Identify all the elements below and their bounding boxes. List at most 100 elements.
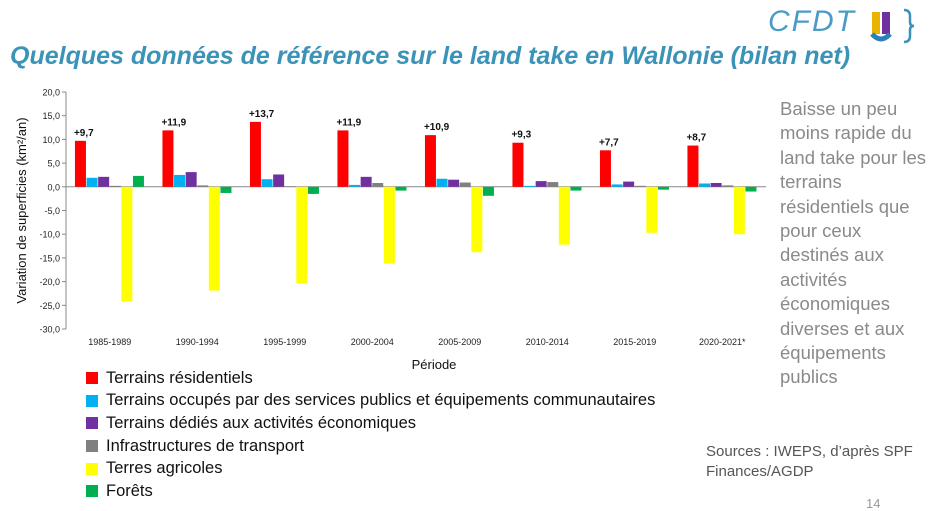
bar-5-5 bbox=[471, 186, 483, 253]
bar-1-1 bbox=[74, 140, 86, 187]
bar-6-8 bbox=[745, 186, 757, 192]
bar-5-4 bbox=[383, 186, 395, 264]
legend-label: Forêts bbox=[106, 481, 153, 500]
data-label: +10,9 bbox=[424, 122, 450, 133]
legend-label: Terrains résidentiels bbox=[106, 368, 253, 387]
legend-label: Terrains dédiés aux activités économique… bbox=[106, 413, 416, 432]
legend-item: Terrains occupés par des services public… bbox=[86, 390, 655, 413]
x-axis-label: Période bbox=[412, 357, 457, 372]
data-label: +7,7 bbox=[599, 137, 619, 148]
bar-3-6 bbox=[535, 181, 547, 187]
x-tick-label: 2020-2021* bbox=[699, 337, 746, 347]
bar-5-2 bbox=[208, 186, 220, 291]
bar-6-3 bbox=[307, 186, 319, 194]
bar-3-1 bbox=[98, 176, 110, 187]
bar-6-5 bbox=[482, 186, 494, 196]
bar-1-8 bbox=[687, 145, 699, 187]
y-tick-label: -15,0 bbox=[39, 253, 60, 263]
legend-swatch bbox=[86, 462, 98, 475]
bar-4-2 bbox=[197, 185, 209, 187]
x-tick-label: 2015-2019 bbox=[613, 337, 656, 347]
bar-2-5 bbox=[436, 178, 448, 187]
legend-item: Forêts bbox=[86, 480, 655, 503]
y-tick-label: -30,0 bbox=[39, 325, 60, 335]
data-label: +11,9 bbox=[161, 117, 186, 128]
bar-5-1 bbox=[121, 186, 133, 302]
y-tick-label: -5,0 bbox=[44, 206, 60, 216]
bar-3-3 bbox=[273, 174, 285, 187]
bar-3-4 bbox=[360, 176, 372, 187]
sources-note: Sources : IWEPS, d’après SPF Finances/AG… bbox=[706, 443, 913, 480]
data-label: +9,3 bbox=[511, 130, 531, 141]
x-tick-label: 1995-1999 bbox=[263, 337, 306, 347]
bar-1-5 bbox=[424, 135, 436, 187]
bar-6-4 bbox=[395, 186, 407, 191]
bar-2-8 bbox=[699, 183, 711, 187]
bar-4-8 bbox=[722, 185, 734, 187]
bar-6-7 bbox=[657, 186, 669, 190]
y-axis-label: Variation de superficies (km²/an) bbox=[14, 117, 29, 303]
bar-6-1 bbox=[132, 175, 144, 187]
bar-2-6 bbox=[524, 185, 536, 187]
y-tick-label: 20,0 bbox=[42, 88, 60, 98]
bar-3-8 bbox=[710, 183, 722, 187]
bar-4-4 bbox=[372, 183, 384, 187]
data-label: +11,9 bbox=[336, 117, 361, 128]
bar-6-2 bbox=[220, 186, 232, 193]
bar-1-7 bbox=[599, 150, 611, 187]
legend-item: Terrains résidentiels bbox=[86, 367, 655, 390]
legend-swatch bbox=[86, 372, 98, 385]
logo-emblem-icon bbox=[870, 8, 915, 44]
slide-title: Quelques données de référence sur le lan… bbox=[10, 42, 851, 70]
bar-5-3 bbox=[296, 186, 308, 284]
bar-3-5 bbox=[448, 179, 460, 187]
legend-swatch bbox=[86, 417, 98, 430]
bar-1-4 bbox=[337, 130, 349, 187]
y-tick-label: -20,0 bbox=[39, 277, 60, 287]
bar-chart: 20,0 15,0 10,0 5,0 0,0 -5,0 -10,0 -15,0 -20,0 -25… bbox=[14, 88, 766, 372]
bar-1-3 bbox=[249, 121, 261, 187]
y-tick-label: -25,0 bbox=[39, 301, 60, 311]
bar-1-6 bbox=[512, 142, 524, 187]
page-number: 14 bbox=[866, 496, 881, 511]
bar-4-1 bbox=[109, 185, 121, 187]
bar-2-2 bbox=[174, 174, 186, 187]
legend-label: Infrastructures de transport bbox=[106, 436, 305, 455]
y-tick-label: 5,0 bbox=[47, 159, 60, 169]
bar-1-2 bbox=[162, 130, 174, 187]
bar-2-4 bbox=[349, 184, 361, 187]
x-tick-label: 1990-1994 bbox=[176, 337, 219, 347]
bar-4-6 bbox=[547, 182, 559, 187]
bar-4-7 bbox=[634, 185, 646, 187]
bar-5-8 bbox=[733, 186, 745, 235]
logo-text: CFDT bbox=[768, 5, 856, 38]
bar-2-3 bbox=[261, 179, 273, 187]
bar-4-5 bbox=[459, 182, 471, 187]
x-tick-label: 2010-2014 bbox=[526, 337, 569, 347]
bar-5-7 bbox=[646, 186, 658, 233]
y-tick-label: -10,0 bbox=[39, 230, 60, 240]
legend-item: Terrains dédiés aux activités économique… bbox=[86, 412, 655, 435]
y-tick-label: 0,0 bbox=[47, 182, 60, 192]
legend-swatch bbox=[86, 440, 98, 453]
bar-6-6 bbox=[570, 186, 582, 191]
y-tick-label: 15,0 bbox=[42, 111, 60, 121]
bar-2-7 bbox=[611, 184, 623, 187]
side-note: Baisse un peu moins rapide du land take … bbox=[780, 98, 927, 388]
chart-legend: Terrains résidentiels Terrains occupés pa… bbox=[86, 367, 655, 503]
legend-item: Terres agricoles bbox=[86, 457, 655, 480]
legend-label: Terrains occupés par des services public… bbox=[106, 391, 656, 410]
data-label: +9,7 bbox=[74, 128, 94, 139]
legend-swatch bbox=[86, 394, 98, 407]
data-label: +13,7 bbox=[249, 109, 275, 120]
bar-3-7 bbox=[623, 181, 635, 187]
cfdt-logo: CFDT bbox=[768, 2, 926, 48]
bar-3-2 bbox=[185, 172, 197, 187]
x-tick-label: 2000-2004 bbox=[351, 337, 394, 347]
bar-4-3 bbox=[284, 186, 296, 187]
x-tick-label: 2005-2009 bbox=[438, 337, 481, 347]
y-tick-label: 10,0 bbox=[42, 135, 60, 145]
legend-item: Infrastructures de transport bbox=[86, 435, 655, 458]
legend-swatch bbox=[86, 485, 98, 498]
x-tick-label: 1985-1989 bbox=[88, 337, 131, 347]
